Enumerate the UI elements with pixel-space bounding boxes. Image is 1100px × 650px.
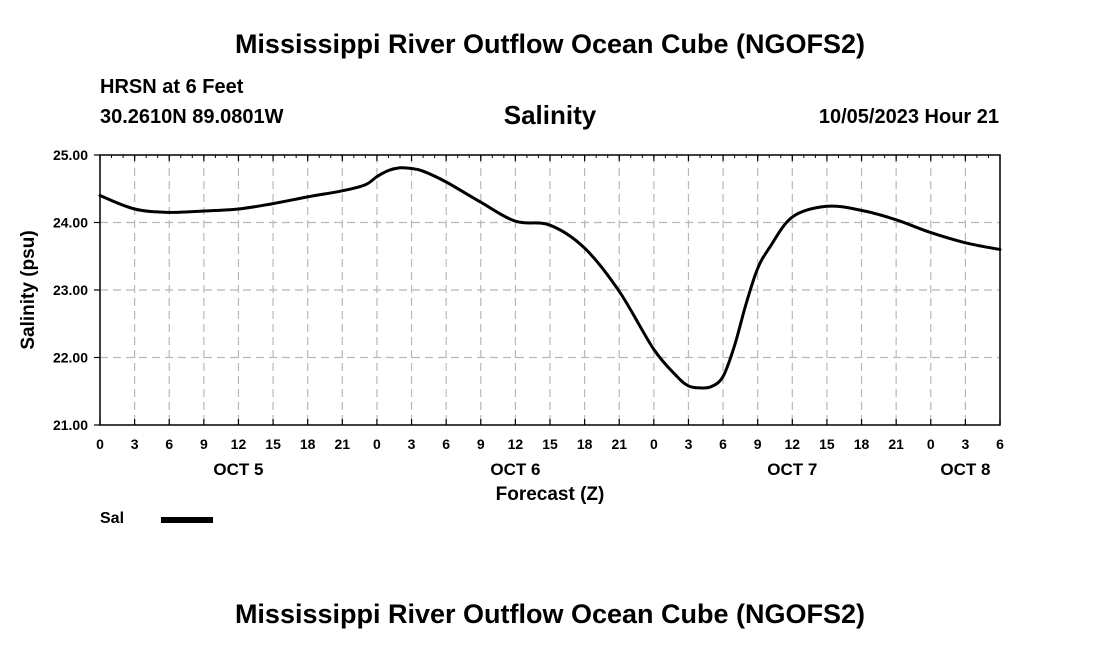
y-tick-label: 24.00 (53, 215, 88, 231)
y-tick-label: 22.00 (53, 350, 88, 366)
data-point (929, 231, 932, 234)
day-label: OCT 5 (213, 460, 263, 479)
data-point (364, 183, 367, 186)
legend-line-swatch (161, 517, 213, 523)
data-point (168, 211, 171, 214)
data-point (826, 205, 828, 208)
x-tick-label: 15 (542, 436, 558, 452)
data-point (756, 267, 759, 270)
x-tick-label: 6 (996, 436, 1004, 452)
data-point (237, 208, 240, 210)
x-tick-label: 6 (165, 436, 173, 452)
x-tick-label: 21 (335, 436, 351, 452)
data-point (687, 385, 690, 387)
x-tick-label: 21 (888, 436, 904, 452)
x-tick-label: 9 (200, 436, 208, 452)
day-label: OCT 8 (940, 460, 990, 479)
y-axis-label: Salinity (psu) (18, 230, 39, 349)
day-label: OCT 6 (490, 460, 540, 479)
data-point (964, 241, 967, 244)
x-tick-label: 3 (408, 436, 416, 452)
x-tick-label: 0 (96, 436, 104, 452)
x-tick-label: 0 (373, 436, 381, 452)
x-tick-label: 12 (231, 436, 247, 452)
data-point (583, 247, 586, 249)
coordinates-label: 30.2610N 89.0801W (100, 106, 284, 128)
x-tick-label: 12 (508, 436, 524, 452)
data-point (699, 387, 701, 389)
data-point (745, 302, 747, 305)
data-point (387, 169, 390, 172)
data-point (676, 375, 678, 378)
x-tick-label: 21 (611, 436, 627, 452)
y-tick-label: 25.00 (53, 147, 88, 163)
day-label: OCT 7 (767, 460, 817, 479)
x-tick-label: 9 (477, 436, 485, 452)
x-axis-label: Forecast (Z) (496, 484, 605, 505)
data-point (272, 202, 274, 205)
data-point (710, 385, 713, 388)
x-tick-label: 3 (131, 436, 139, 452)
data-point (410, 167, 413, 170)
y-tick-label: 23.00 (53, 282, 88, 298)
y-tick-label: 21.00 (53, 417, 88, 433)
x-tick-label: 9 (754, 436, 762, 452)
data-point (618, 290, 621, 293)
data-point (860, 209, 863, 212)
data-point (722, 375, 724, 378)
data-point (399, 167, 401, 169)
data-point (422, 170, 424, 172)
data-point (203, 210, 205, 212)
secondary-title: Mississippi River Outflow Ocean Cube (NG… (234, 599, 866, 629)
chart-grid (100, 155, 1000, 425)
data-point (341, 189, 344, 192)
data-point (306, 196, 309, 198)
x-tick-label: 6 (719, 436, 727, 452)
data-point (768, 247, 771, 249)
data-point (791, 216, 794, 218)
x-tick-label: 18 (854, 436, 870, 452)
x-tick-label: 0 (650, 436, 658, 452)
chart-title: Salinity (503, 100, 597, 130)
x-tick-label: 18 (577, 436, 593, 452)
data-point (479, 201, 482, 204)
x-tick-label: 15 (819, 436, 835, 452)
x-tick-label: 0 (927, 436, 935, 452)
page-title: Mississippi River Outflow Ocean Cube (NG… (234, 29, 866, 59)
data-point (895, 219, 897, 221)
data-point (376, 175, 378, 178)
chart-series (98, 166, 1002, 390)
x-tick-label: 15 (265, 436, 281, 452)
station-label: HRSN at 6 Feet (100, 76, 244, 98)
data-point (445, 181, 447, 183)
x-tick-label: 3 (685, 436, 693, 452)
data-point (133, 208, 136, 210)
data-point (653, 348, 655, 351)
data-point (514, 220, 517, 222)
forecast-datetime: 10/05/2023 Hour 21 (818, 106, 999, 128)
x-tick-label: 3 (961, 436, 969, 452)
x-tick-label: 6 (442, 436, 450, 452)
chart-ticks: 0 3 6 9 12 15 18 21 0 3 6 9 12 15 18 21 0 3 6 9 12 15 18 21 0 3 6 2… (53, 147, 1004, 479)
x-tick-label: 18 (300, 436, 316, 452)
data-point (549, 224, 551, 226)
x-tick-label: 12 (785, 436, 801, 452)
plot-frame (99, 154, 1001, 426)
data-point (733, 344, 736, 347)
legend-label: Sal (100, 510, 125, 527)
